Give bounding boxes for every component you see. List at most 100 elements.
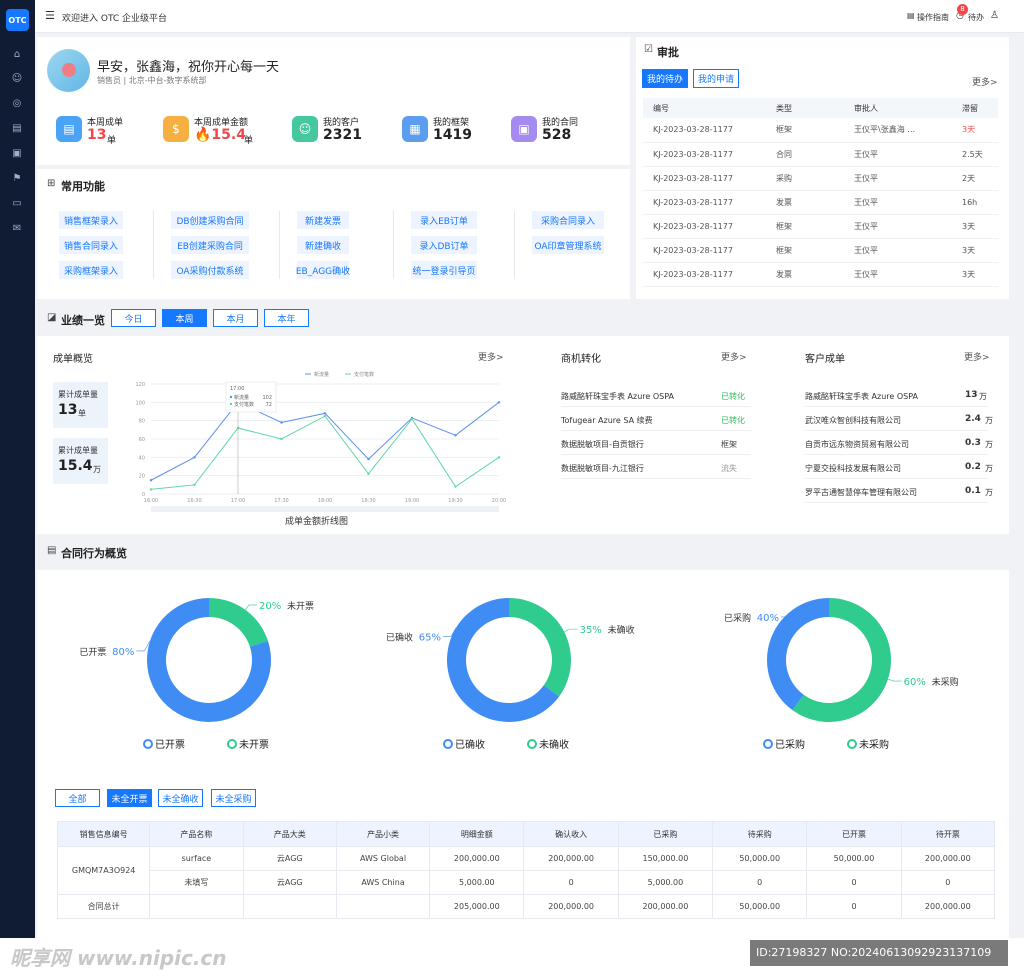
data-point[interactable] [280, 421, 283, 424]
opportunity-row[interactable]: 数据脱敏项目-九江银行 流失 [561, 455, 751, 479]
data-point[interactable] [454, 485, 457, 488]
function-button[interactable]: 统一登录引导页 [411, 261, 477, 279]
legend-label-a[interactable]: 已确收 [455, 738, 485, 751]
opps-more-link[interactable]: 更多> [721, 353, 747, 363]
table-row[interactable]: 未填写 云AGG AWS China 5,000.00 0 5,000.00 0 0 0 [58, 870, 996, 895]
data-point[interactable] [193, 483, 196, 487]
opportunity-row[interactable]: 数据脱敏项目-自贡银行 框架 [561, 431, 751, 455]
data-point[interactable] [149, 479, 153, 482]
legend-label-b[interactable]: 未采购 [859, 738, 889, 751]
function-button[interactable]: 录入EB订单 [411, 211, 477, 229]
data-point[interactable] [323, 414, 327, 418]
donut-slice-b[interactable] [792, 598, 891, 722]
contact-icon[interactable]: ◎ [12, 97, 22, 109]
deals-line-chart[interactable]: 0 20 40 60 80 100 120 16:00 16:30 17:00 17:30 18:00… [115, 366, 507, 512]
clock-icon[interactable]: ◷ [956, 11, 964, 21]
period-tab[interactable]: 今日 [111, 309, 156, 327]
filter-tab[interactable]: 未全确收 [158, 789, 203, 807]
user-profile-icon[interactable]: ♙ [990, 10, 999, 21]
app-logo[interactable]: OTC [6, 9, 29, 31]
approval-cell: 2.5天 [952, 142, 998, 167]
approval-row[interactable]: KJ-2023-03-28-1177 发票 王仪平 16h [643, 190, 998, 215]
invoice-icon[interactable]: ▣ [12, 147, 22, 159]
guide-icon[interactable]: ▤ [907, 11, 915, 20]
data-point[interactable] [454, 434, 457, 437]
legend-label-a[interactable]: 已采购 [775, 738, 805, 751]
period-tab[interactable]: 本年 [264, 309, 309, 327]
user-icon[interactable]: ☺ [11, 72, 23, 84]
opportunity-row[interactable]: 路威酩轩珠宝手表 Azure OSPA 已转化 [561, 383, 751, 407]
document-icon[interactable]: ▤ [12, 122, 22, 134]
data-point[interactable] [149, 488, 153, 491]
data-point[interactable] [367, 457, 370, 461]
approval-row[interactable]: KJ-2023-03-28-1177 发票 王仪平 3天 [643, 262, 998, 287]
legend-label-a[interactable]: 已开票 [155, 739, 185, 751]
zoom-slider[interactable] [151, 506, 499, 512]
home-icon[interactable]: ⌂ [13, 48, 21, 60]
monitor-icon[interactable]: ▭ [12, 197, 22, 209]
approval-row[interactable]: KJ-2023-03-28-1177 框架 王仪平 3天 [643, 238, 998, 263]
function-button[interactable]: 新建发票 [297, 211, 349, 229]
mailbox-icon[interactable]: ✉ [12, 222, 22, 234]
approval-more-link[interactable]: 更多> [972, 78, 998, 88]
y-tick-label: 100 [135, 400, 145, 406]
filter-tab[interactable]: 未全采购 [211, 789, 256, 807]
deals-more-link[interactable]: 更多> [478, 353, 504, 363]
function-button[interactable]: OA采购付款系统 [171, 261, 249, 279]
todo-link[interactable]: 待办 [968, 13, 984, 22]
donut-slice-b[interactable] [209, 598, 268, 647]
function-button[interactable]: 录入DB订单 [411, 236, 477, 254]
period-tab[interactable]: 本月 [213, 309, 258, 327]
filter-tab[interactable]: 全部 [55, 789, 100, 807]
approval-row[interactable]: KJ-2023-03-28-1177 框架 王仪平\张鑫海 … 3天 [643, 118, 998, 143]
function-button[interactable]: 采购合同录入 [532, 211, 604, 229]
function-button[interactable]: EB创建采购合同 [171, 236, 249, 254]
data-point[interactable] [280, 437, 283, 441]
data-point[interactable] [497, 456, 501, 459]
data-point[interactable] [367, 472, 370, 476]
data-point[interactable] [193, 456, 196, 459]
function-button[interactable]: OA印章管理系统 [532, 236, 604, 254]
customers-more-link[interactable]: 更多> [964, 353, 990, 363]
customer-row[interactable]: 自贡市远东物资贸易有限公司 0.3 万 [805, 431, 993, 455]
opportunity-row[interactable]: Tofugear Azure SA 续费 已转化 [561, 407, 751, 431]
customer-row[interactable]: 罗平古通智慧停车管理有限公司 0.1 万 [805, 479, 993, 503]
donut-slice-a[interactable] [147, 598, 271, 722]
approval-row[interactable]: KJ-2023-03-28-1177 采购 王仪平 2天 [643, 166, 998, 191]
menu-toggle-icon[interactable]: ☰ [45, 9, 55, 22]
data-point[interactable] [236, 426, 240, 430]
legend-label-b[interactable]: 未开票 [239, 739, 269, 751]
donut-slice-a[interactable] [767, 598, 829, 711]
filter-tab[interactable]: 未全开票 [107, 789, 152, 807]
function-button[interactable]: 销售框架录入 [59, 211, 123, 229]
tab-my-todo[interactable]: 我的待办 [642, 69, 688, 88]
donut-slice-b[interactable] [509, 598, 571, 697]
function-button[interactable]: 销售合同录入 [59, 236, 123, 254]
approval-row[interactable]: KJ-2023-03-28-1177 框架 王仪平 3天 [643, 214, 998, 239]
donut-slice-a[interactable] [446, 598, 560, 722]
period-tab[interactable]: 本周 [162, 309, 207, 327]
function-button[interactable]: 采购框架录入 [59, 261, 123, 279]
table-row[interactable]: GMQM7A3O924 surface 云AGG AWS Global 200,000.… [56, 846, 996, 895]
legend-label-b[interactable]: 未确收 [539, 738, 569, 751]
customer-row[interactable]: 宁夏交投科技发展有限公司 0.2 万 [805, 455, 993, 479]
tab-my-applications[interactable]: 我的申请 [693, 69, 739, 88]
data-point[interactable] [410, 417, 414, 421]
data-point[interactable] [323, 412, 327, 415]
approval-row[interactable]: KJ-2023-03-28-1177 合同 王仪平 2.5天 [643, 142, 998, 167]
approval-cell: 王仪平 [844, 142, 952, 167]
function-button[interactable]: 新建确收 [297, 236, 349, 254]
function-button[interactable]: EB_AGG确收 [296, 261, 350, 279]
customer-row[interactable]: 武汉唯众智创科技有限公司 2.4 万 [805, 407, 993, 431]
function-button[interactable]: DB创建采购合同 [171, 211, 249, 229]
total-label: 合同总计 [56, 894, 151, 919]
data-point[interactable] [497, 401, 501, 404]
flag-icon[interactable]: ⚑ [12, 172, 22, 184]
guide-link[interactable]: 操作指南 [917, 13, 949, 22]
customer-row[interactable]: 路威酩轩珠宝手表 Azure OSPA 13 万 [805, 383, 988, 407]
legend-label: 新流量 [314, 371, 329, 378]
